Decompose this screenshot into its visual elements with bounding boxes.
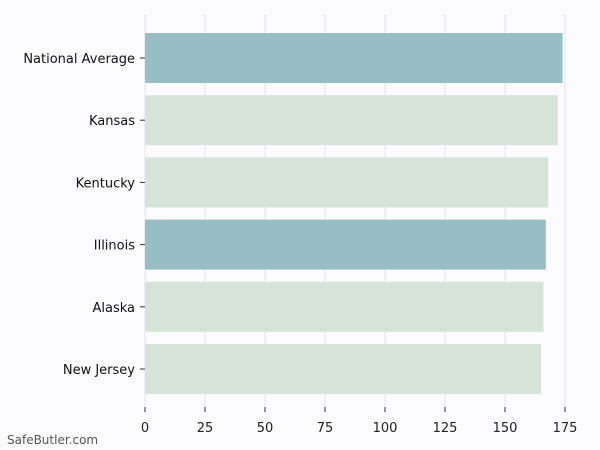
x-tick-label: 175 bbox=[553, 421, 578, 436]
category-label: Alaska bbox=[92, 301, 135, 316]
bar bbox=[145, 33, 563, 83]
y-axis: National Average Kansas Kentucky Illinois Al… bbox=[23, 52, 145, 378]
x-tick-label: 50 bbox=[257, 421, 274, 436]
x-axis: 0 25 50 75 100 125 150 175 bbox=[141, 407, 578, 436]
bars bbox=[145, 33, 563, 394]
category-label: National Average bbox=[23, 52, 135, 67]
x-tick-label: 100 bbox=[373, 421, 398, 436]
category-label: Illinois bbox=[94, 239, 135, 254]
x-tick-label: 125 bbox=[433, 421, 458, 436]
bar bbox=[145, 219, 546, 270]
bar bbox=[145, 281, 544, 332]
bar bbox=[145, 157, 549, 208]
category-label: Kansas bbox=[89, 114, 135, 129]
bar bbox=[145, 344, 541, 394]
x-tick-label: 75 bbox=[317, 421, 334, 436]
x-tick-label: 0 bbox=[141, 421, 149, 436]
category-label: New Jersey bbox=[63, 363, 135, 378]
bar bbox=[145, 95, 558, 146]
x-tick-label: 150 bbox=[493, 421, 518, 436]
watermark: SafeButler.com bbox=[7, 433, 99, 447]
category-label: Kentucky bbox=[76, 176, 136, 191]
x-tick-label: 25 bbox=[197, 421, 214, 436]
